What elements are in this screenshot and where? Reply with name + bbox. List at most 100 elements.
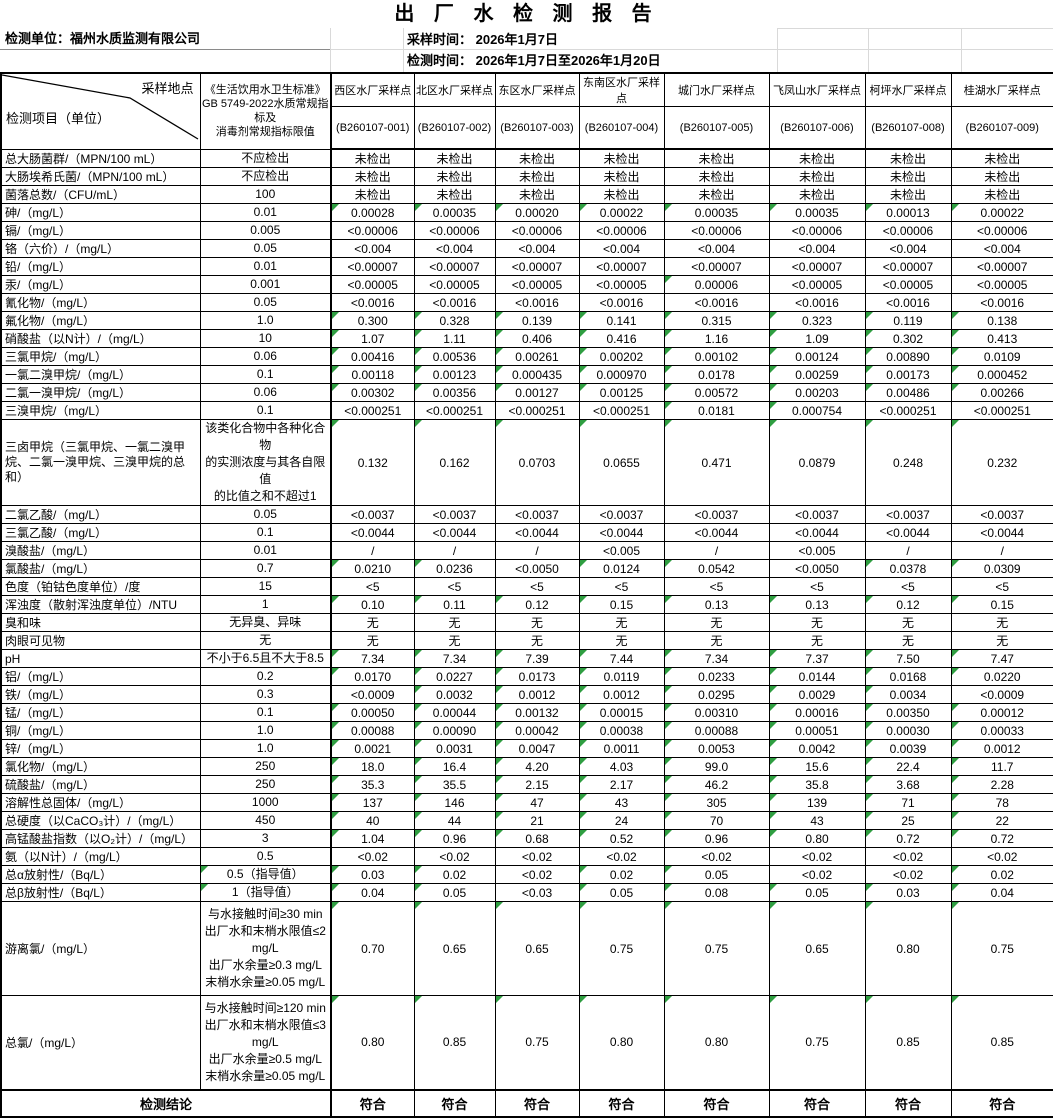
value-cell[interactable]: 0.75 [950,901,1053,996]
value-cell[interactable]: <0.02 [950,847,1053,866]
row-label[interactable]: 溴酸盐/（mg/L） [0,541,201,560]
column-header-code[interactable]: (B260107-006) [768,106,866,150]
value-cell[interactable]: 0.0295 [663,685,770,704]
value-cell[interactable]: 22 [950,811,1053,830]
row-label[interactable]: 铅/（mg/L） [0,257,201,276]
value-cell[interactable]: <0.02 [864,865,952,884]
value-cell[interactable]: 0.00088 [330,721,415,740]
corner-header-cell[interactable]: 采样地点 检测项目（单位） [0,72,201,150]
value-cell[interactable]: <0.004 [663,239,770,258]
value-cell[interactable]: <0.00006 [950,221,1053,240]
value-cell[interactable]: 未检出 [494,167,580,186]
value-cell[interactable]: <0.0016 [864,293,952,312]
standard-limit-cell[interactable]: 0.3 [199,685,332,704]
value-cell[interactable]: 无 [578,631,665,650]
value-cell[interactable]: 0.0227 [413,667,496,686]
value-cell[interactable]: 0.00015 [578,703,665,722]
standard-limit-cell[interactable]: 0.1 [199,523,332,542]
conclusion-value-cell[interactable]: 符合 [950,1088,1053,1117]
value-cell[interactable]: 0.00125 [578,383,665,402]
standard-limit-cell[interactable]: 1000 [199,793,332,812]
value-cell[interactable]: 3.68 [864,775,952,794]
value-cell[interactable]: 未检出 [864,148,952,168]
value-cell[interactable]: <0.000251 [578,401,665,420]
value-cell[interactable]: 0.0109 [950,347,1053,366]
standard-limit-cell[interactable]: 250 [199,775,332,794]
column-header-code[interactable]: (B260107-003) [494,106,580,150]
value-cell[interactable]: 1.07 [330,329,415,348]
value-cell[interactable]: 0.0011 [578,739,665,758]
standard-limit-cell[interactable]: 10 [199,329,332,348]
value-cell[interactable]: <0.00005 [494,275,580,294]
row-label[interactable]: 肉眼可见物 [0,631,201,650]
value-cell[interactable]: 未检出 [768,148,866,168]
value-cell[interactable]: 7.50 [864,649,952,668]
value-cell[interactable]: 0.52 [578,829,665,848]
value-cell[interactable]: <0.0016 [950,293,1053,312]
value-cell[interactable]: 0.0220 [950,667,1053,686]
column-header-name[interactable]: 城门水厂采样点 [663,72,770,107]
standard-limit-cell[interactable]: 1.0 [199,721,332,740]
value-cell[interactable]: <0.02 [494,865,580,884]
value-cell[interactable]: 47 [494,793,580,812]
value-cell[interactable]: <0.004 [413,239,496,258]
value-cell[interactable]: 0.65 [768,901,866,996]
value-cell[interactable]: 0.138 [950,311,1053,330]
column-header-name[interactable]: 东南区水厂采样点 [578,72,665,107]
standard-limit-cell[interactable]: 1 [199,595,332,614]
value-cell[interactable]: 0.00022 [578,203,665,222]
value-cell[interactable]: 0.00022 [950,203,1053,222]
value-cell[interactable]: <0.0016 [663,293,770,312]
value-cell[interactable]: <0.0037 [950,505,1053,524]
value-cell[interactable]: 未检出 [864,185,952,204]
value-cell[interactable]: <5 [578,577,665,596]
value-cell[interactable]: <0.00005 [330,275,415,294]
value-cell[interactable]: 0.0034 [864,685,952,704]
conclusion-value-cell[interactable]: 符合 [494,1088,580,1117]
value-cell[interactable]: 无 [578,613,665,632]
value-cell[interactable]: 0.05 [578,883,665,902]
value-cell[interactable]: 0.0012 [950,739,1053,758]
column-header-code[interactable]: (B260107-004) [578,106,665,150]
value-cell[interactable]: 0.00572 [663,383,770,402]
standard-limit-cell[interactable]: 不应检出 [199,148,332,168]
value-cell[interactable]: / [950,541,1053,560]
value-cell[interactable]: 0.00020 [494,203,580,222]
value-cell[interactable]: 0.85 [950,995,1053,1090]
value-cell[interactable]: 7.39 [494,649,580,668]
value-cell[interactable]: 7.47 [950,649,1053,668]
standard-limit-cell[interactable]: 0.7 [199,559,332,578]
value-cell[interactable]: 0.0012 [578,685,665,704]
value-cell[interactable]: 0.0021 [330,739,415,758]
value-cell[interactable]: 0.05 [768,883,866,902]
value-cell[interactable]: 0.00030 [864,721,952,740]
value-cell[interactable]: 0.00266 [950,383,1053,402]
value-cell[interactable]: <0.005 [578,541,665,560]
standard-header-cell[interactable]: 《生活饮用水卫生标准》 GB 5749-2022水质常规指标及 消毒剂常规指标限… [199,72,332,150]
value-cell[interactable]: 0.00016 [768,703,866,722]
conclusion-value-cell[interactable]: 符合 [330,1088,415,1117]
value-cell[interactable]: 未检出 [330,185,415,204]
value-cell[interactable]: 0.00173 [864,365,952,384]
value-cell[interactable]: 0.00013 [864,203,952,222]
value-cell[interactable]: 0.0236 [413,559,496,578]
value-cell[interactable]: <0.00006 [768,221,866,240]
standard-limit-cell[interactable]: 0.1 [199,401,332,420]
standard-limit-cell[interactable]: 450 [199,811,332,830]
value-cell[interactable]: 25 [864,811,952,830]
row-label[interactable]: 氰化物/（mg/L） [0,293,201,312]
standard-limit-cell[interactable]: 该类化合物中各种化合物 的实测浓度与其各自限值 的比值之和不超过1 [199,419,332,506]
value-cell[interactable]: 0.75 [768,995,866,1090]
value-cell[interactable]: 0.300 [330,311,415,330]
value-cell[interactable]: 2.28 [950,775,1053,794]
value-cell[interactable]: <5 [950,577,1053,596]
value-cell[interactable]: 无 [950,631,1053,650]
value-cell[interactable]: <0.004 [330,239,415,258]
value-cell[interactable]: 0.80 [330,995,415,1090]
value-cell[interactable]: 0.416 [578,329,665,348]
value-cell[interactable]: 137 [330,793,415,812]
value-cell[interactable]: 0.0168 [864,667,952,686]
standard-limit-cell[interactable]: 250 [199,757,332,776]
value-cell[interactable]: 未检出 [578,185,665,204]
row-label[interactable]: 三溴甲烷/（mg/L） [0,401,201,420]
